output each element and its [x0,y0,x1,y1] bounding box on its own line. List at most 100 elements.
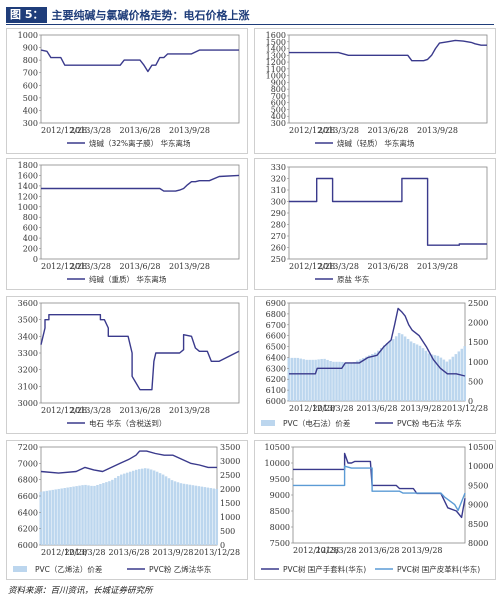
area-bar [105,482,108,545]
series-line [289,307,466,377]
plot-frame [288,34,488,124]
area-bar [374,352,377,401]
area-bar [320,358,323,401]
y-tick-label: 6800 [18,476,38,485]
x-tick-label: 2013/6/28 [119,406,160,415]
legend-label: PVC树 国产手套料(华东) [283,564,366,574]
area-bar [117,476,120,545]
area-bar [191,485,195,545]
y-tick-label: 6200 [266,375,286,384]
x-tick-label: 2013/6/28 [367,262,408,271]
area-bar [344,362,347,401]
y-tick-label: 7200 [18,443,38,452]
y-tick-label: 6700 [266,321,286,330]
legend-label: 烧碱（32%离子膜） 华东离场 [89,138,191,148]
x-tick-label: 2013/6/28 [108,548,149,557]
y-tick-label: 1600 [266,31,286,40]
area-bar [323,358,326,401]
y-tick-label: 6600 [18,492,38,501]
y-tick-label: 290 [271,209,286,218]
y-tick-label: 320 [271,175,286,184]
area-bar [296,357,299,401]
area-bar [54,489,57,545]
series-line [293,452,466,519]
x-tick-label: 2013/3/28 [70,126,111,135]
y-tick-label: 600 [271,99,286,108]
area-bar [63,488,66,545]
series-line [40,49,239,73]
legend-label: PVC粉 乙烯法华东 [149,564,212,574]
y-tick-label: 3200 [18,366,38,375]
legend-label: PVC（乙烯法）价差 [35,564,103,574]
area-bar [341,361,344,401]
area-bar [200,486,204,545]
area-bar [72,486,75,545]
chart-panel-soda-heavy: 0 200 400 600 800 1000 1200 1400 1600 1800 2012/12… [6,158,248,290]
series-line [289,39,487,62]
x-tick-label: 2012/12/28 [289,262,335,271]
area-bar [39,491,43,545]
legend-label: PVC（电石法）价差 [283,418,351,428]
y-tick-label: 0 [33,255,38,264]
y-right-tick-label: 0 [220,541,225,550]
y-right-tick-label: 500 [220,527,235,536]
x-tick-label: 2013/9/28 [169,406,210,415]
y-tick-label: 330 [271,163,286,172]
area-bar [48,490,51,545]
y-tick-label: 1000 [266,72,286,81]
area-bar [81,485,84,545]
x-tick-label: 2013/3/28 [70,262,111,271]
area-bar [66,487,69,545]
area-bar [338,361,341,401]
y-tick-label: 1200 [266,58,286,67]
x-tick-label: 2013/9/28 [152,548,193,557]
x-tick-label: 2012/12/28 [41,126,87,135]
area-bar [215,489,219,545]
y-tick-label: 8500 [270,507,290,516]
chart-panel-soda-ash-32: 300 400 500 600 700 800 900 1000 2012/12/28 2013/… [6,28,248,154]
y-right-tick-label: 0 [468,397,473,406]
y-tick-label: 6300 [266,364,286,373]
x-tick-label: 2012/12/28 [41,406,87,415]
area-bar [209,488,213,545]
x-tick-label: 2012/12/28 [289,404,335,413]
area-bar [433,355,437,401]
y-tick-label: 7500 [270,539,290,548]
y-tick-label: 800 [271,85,286,94]
y-right-tick-label: 3000 [220,457,240,466]
area-bar [60,488,63,545]
area-bar [51,489,54,545]
y-tick-label: 3500 [18,316,38,325]
area-bar [155,471,159,545]
area-bar [430,354,434,401]
y-tick-label: 400 [23,234,38,243]
area-bar [421,348,425,401]
area-bar [454,354,458,401]
source-note: 资料来源：百川资讯，长城证券研究所 [8,586,153,596]
y-tick-label: 1000 [18,31,38,40]
y-tick-label: 3400 [18,332,38,341]
x-tick-label: 2013/3/28 [64,548,105,557]
area-bar [382,345,386,401]
area-bar [326,359,329,401]
area-bar [194,485,198,545]
area-bar [114,477,117,545]
y-tick-label: 3300 [18,349,38,358]
chart-panel-caustic-flake: 300 400 500 600 700 800 900 1000 1100 1200 1300 140… [254,28,496,154]
y-tick-label: 250 [271,255,286,264]
legend-label: 纯碱（重质） 华东离场 [89,274,167,284]
y-right-tick-label: 1500 [220,499,240,508]
plot-frame [40,164,240,260]
y-right-tick-label: 1000 [468,358,488,367]
y-tick-label: 1100 [266,65,286,74]
area-bar [123,473,126,545]
plot-frame [40,34,240,124]
area-bar [403,336,407,401]
series-line [293,465,466,512]
area-bar [463,346,467,401]
y-right-tick-label: 1000 [220,513,240,522]
area-bar [302,359,305,401]
y-tick-label: 500 [271,105,286,114]
area-bar [84,484,87,545]
area-bar [406,338,410,401]
